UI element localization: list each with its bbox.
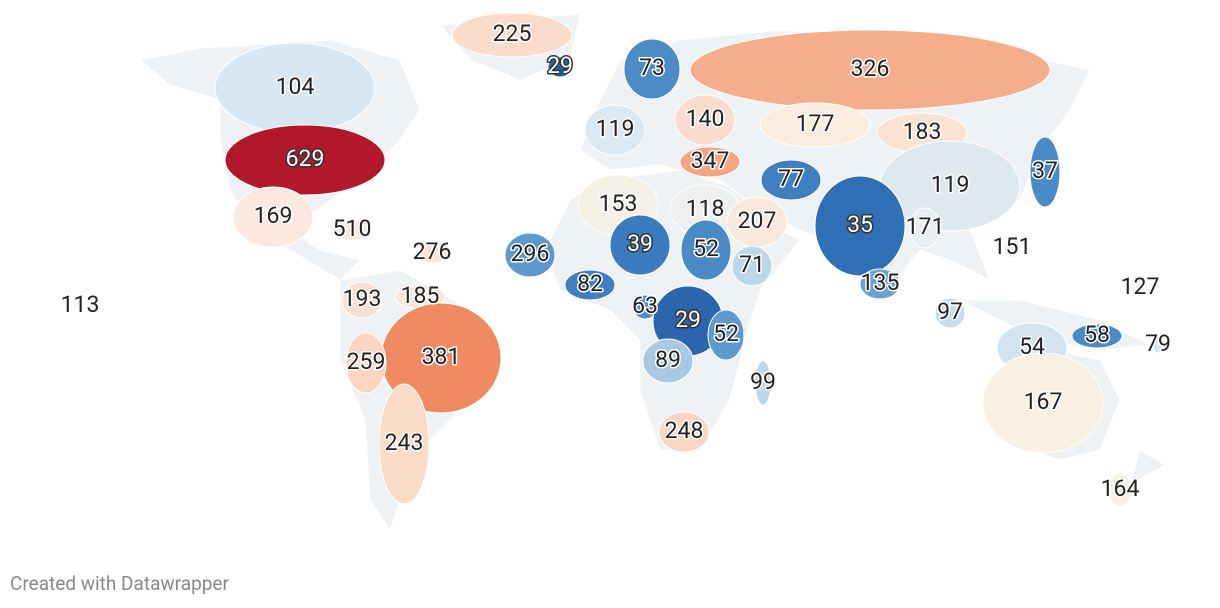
region-label: 259 <box>347 348 386 375</box>
region <box>623 38 681 100</box>
region-label: 183 <box>903 118 942 145</box>
region <box>674 94 736 146</box>
region <box>680 219 732 281</box>
region-label: 97 <box>937 298 963 325</box>
region-label: 29 <box>547 52 573 79</box>
region <box>934 297 966 329</box>
region-label: 29 <box>675 306 701 333</box>
region-label: 629 <box>286 145 325 172</box>
region-label: 113 <box>61 291 100 318</box>
region-label: 77 <box>778 165 804 192</box>
region <box>1003 237 1021 259</box>
region <box>658 411 710 453</box>
region <box>584 104 646 156</box>
map: 225 29 73 326 104 119 140 177 183 629 347 77 37 119 16… <box>59 12 1172 532</box>
region-label: 207 <box>738 207 777 234</box>
region <box>1071 323 1123 349</box>
region <box>689 29 1051 111</box>
region <box>679 146 741 178</box>
region <box>859 268 901 300</box>
region-label: 104 <box>276 73 315 100</box>
region-label: 63 <box>632 292 658 319</box>
region-label: 140 <box>686 105 725 132</box>
region <box>74 300 86 312</box>
region-label: 52 <box>713 320 739 347</box>
region <box>1134 282 1146 294</box>
region-label: 99 <box>750 368 776 395</box>
region <box>1151 336 1165 354</box>
region <box>1107 473 1133 507</box>
region-label: 248 <box>665 417 704 444</box>
region-label: 135 <box>861 269 900 296</box>
region <box>331 219 373 241</box>
region <box>504 232 556 278</box>
region-label: 118 <box>686 195 725 222</box>
region-label: 510 <box>333 215 372 242</box>
region <box>759 102 871 148</box>
region <box>1029 136 1061 208</box>
region <box>909 207 941 249</box>
region-label: 347 <box>691 147 730 174</box>
region-label: 119 <box>596 115 635 142</box>
region <box>814 175 906 277</box>
region-label: 79 <box>1145 330 1171 357</box>
region <box>378 383 430 505</box>
region-label: 89 <box>655 346 681 373</box>
footer: Created with Datawrapper <box>10 572 229 595</box>
region <box>224 124 386 196</box>
region <box>754 360 772 406</box>
region <box>232 186 314 248</box>
region-label: 185 <box>401 282 440 309</box>
region-label: 193 <box>343 285 382 312</box>
region-label: 37 <box>1032 157 1058 184</box>
region-label: 73 <box>639 54 665 81</box>
region <box>642 338 694 384</box>
region <box>564 269 616 301</box>
new-zealand <box>1129 449 1166 487</box>
region-label: 296 <box>511 240 550 267</box>
region <box>341 281 383 319</box>
region-label: 169 <box>254 202 293 229</box>
region <box>547 56 573 78</box>
region-label: 151 <box>993 233 1032 260</box>
region-label: 58 <box>1084 321 1110 348</box>
region-label: 39 <box>627 230 653 257</box>
region-label: 171 <box>906 213 945 240</box>
region-label: 153 <box>599 190 638 217</box>
region-label: 276 <box>413 238 452 265</box>
region-label: 177 <box>796 110 835 137</box>
regions <box>74 12 1165 507</box>
region-label: 381 <box>422 343 461 370</box>
labels: 225 29 73 326 104 119 140 177 183 629 347 77 37 119 16… <box>59 19 1172 504</box>
region <box>451 12 573 58</box>
region-label: 52 <box>693 235 719 262</box>
region <box>760 159 822 201</box>
region-label: 71 <box>739 251 765 278</box>
region <box>609 214 671 276</box>
region-label: 164 <box>1101 475 1140 502</box>
region-label: 119 <box>931 171 970 198</box>
region <box>731 245 773 287</box>
region-label: 225 <box>493 20 532 47</box>
region-label: 82 <box>577 270 603 297</box>
region <box>345 332 387 394</box>
region-label: 35 <box>847 211 873 238</box>
region-label: 54 <box>1019 333 1045 360</box>
region-label: 326 <box>851 55 890 82</box>
region <box>707 309 745 361</box>
region <box>982 352 1104 454</box>
region-label: 127 <box>1121 273 1160 300</box>
region-label: 243 <box>385 429 424 456</box>
region <box>416 242 448 264</box>
region-label: 167 <box>1024 388 1063 415</box>
